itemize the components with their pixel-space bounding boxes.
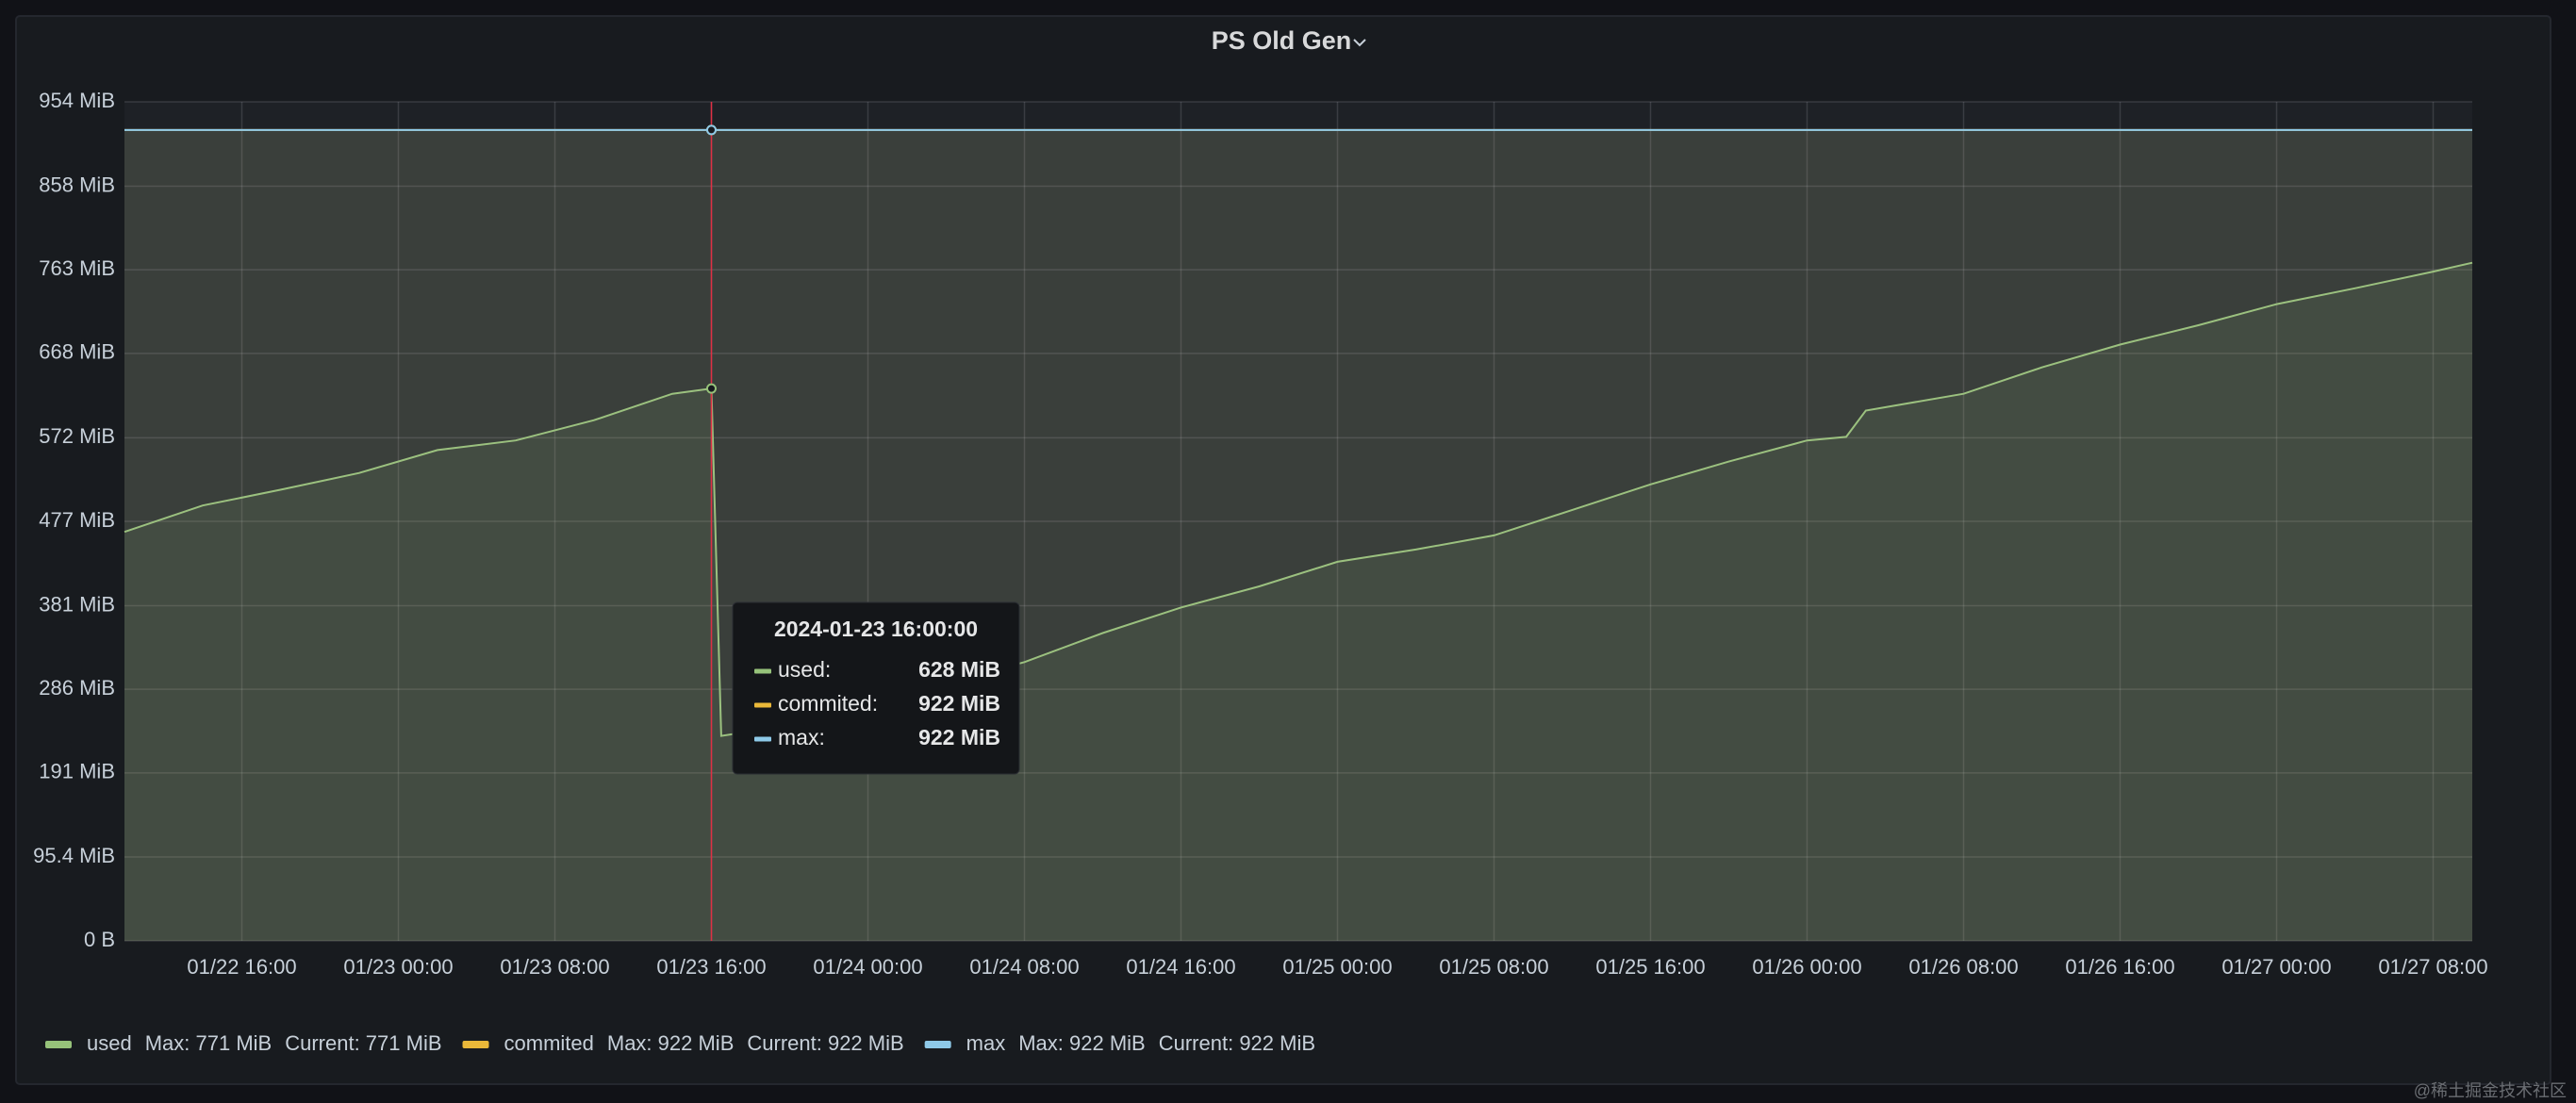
y-tick-label: 954 MiB bbox=[39, 89, 115, 112]
series-area bbox=[124, 129, 2472, 941]
x-tick-label: 01/24 16:00 bbox=[1126, 955, 1235, 979]
x-tick-label: 01/25 00:00 bbox=[1282, 955, 1392, 979]
legend: used Max: 771 MiB Current: 771 MiB commited… bbox=[45, 1031, 1315, 1055]
y-tick-label: 0 B bbox=[84, 928, 115, 951]
y-tick-label: 477 MiB bbox=[39, 508, 115, 532]
legend-max: Max: 771 MiB bbox=[145, 1031, 272, 1055]
legend-current: Current: 922 MiB bbox=[1159, 1031, 1315, 1055]
tooltip-label: commited: bbox=[778, 691, 878, 716]
tooltip-value: 628 MiB bbox=[918, 657, 1000, 682]
tooltip-label: max: bbox=[778, 725, 825, 749]
x-tick-label: 01/25 08:00 bbox=[1439, 955, 1548, 979]
tooltip-box bbox=[732, 601, 1020, 775]
x-tick-label: 01/26 16:00 bbox=[2065, 955, 2174, 979]
legend-name[interactable]: commited bbox=[504, 1031, 594, 1055]
legend-max: Max: 922 MiB bbox=[607, 1031, 735, 1055]
x-tick-label: 01/23 16:00 bbox=[656, 955, 766, 979]
legend-max: Max: 922 MiB bbox=[1018, 1031, 1146, 1055]
series-line bbox=[124, 261, 2473, 737]
y-tick-label: 858 MiB bbox=[39, 173, 115, 196]
x-tick-label: 01/24 08:00 bbox=[969, 955, 1079, 979]
title-chevron[interactable] bbox=[1353, 39, 1366, 47]
legend-current: Current: 771 MiB bbox=[285, 1031, 441, 1055]
legend-swatch[interactable] bbox=[45, 1041, 72, 1048]
series-layer bbox=[124, 128, 2473, 941]
plot-area bbox=[124, 102, 2472, 941]
tooltip-swatch bbox=[754, 736, 771, 742]
panel-title[interactable]: PS Old Gen bbox=[1212, 26, 1352, 55]
y-tick-label: 95.4 MiB bbox=[33, 844, 115, 867]
x-tick-label: 01/23 08:00 bbox=[500, 955, 609, 979]
legend-swatch[interactable] bbox=[462, 1041, 489, 1048]
hover-point bbox=[706, 124, 717, 136]
x-tick-label: 01/27 00:00 bbox=[2221, 955, 2331, 979]
tooltip-value: 922 MiB bbox=[918, 725, 1000, 749]
legend-name[interactable]: used bbox=[87, 1031, 132, 1055]
legend-name[interactable]: max bbox=[966, 1031, 1006, 1055]
tooltip-value: 922 MiB bbox=[918, 691, 1000, 716]
x-tick-label: 01/26 00:00 bbox=[1752, 955, 1861, 979]
tooltip-label: used: bbox=[778, 657, 831, 682]
legend-swatch[interactable] bbox=[924, 1041, 951, 1048]
y-tick-label: 286 MiB bbox=[39, 676, 115, 700]
tooltip-swatch bbox=[754, 668, 771, 674]
watermark: @稀土掘金技术社区 bbox=[2414, 1081, 2567, 1100]
hover-point bbox=[706, 383, 717, 394]
y-tick-label: 572 MiB bbox=[39, 424, 115, 448]
tooltip-swatch bbox=[754, 702, 771, 708]
x-tick-label: 01/24 00:00 bbox=[813, 955, 922, 979]
x-tick-label: 01/26 08:00 bbox=[1908, 955, 2018, 979]
x-tick-label: 01/23 00:00 bbox=[343, 955, 453, 979]
x-tick-label: 01/25 16:00 bbox=[1595, 955, 1705, 979]
y-tick-label: 763 MiB bbox=[39, 256, 115, 280]
y-tick-label: 191 MiB bbox=[39, 760, 115, 783]
y-tick-label: 381 MiB bbox=[39, 592, 115, 616]
tooltip-time: 2024-01-23 16:00:00 bbox=[774, 617, 978, 641]
grid: 0 B 95.4 MiB 191 MiB 286 MiB 381 MiB 477 MiB 5… bbox=[33, 89, 2487, 979]
legend-current: Current: 922 MiB bbox=[747, 1031, 903, 1055]
y-tick-label: 668 MiB bbox=[39, 340, 115, 364]
x-tick-label: 01/22 16:00 bbox=[187, 955, 296, 979]
overlay: 2024-01-23 16:00:00 used: 628 MiB commited:… bbox=[706, 102, 1020, 941]
x-tick-label: 01/27 08:00 bbox=[2378, 955, 2487, 979]
